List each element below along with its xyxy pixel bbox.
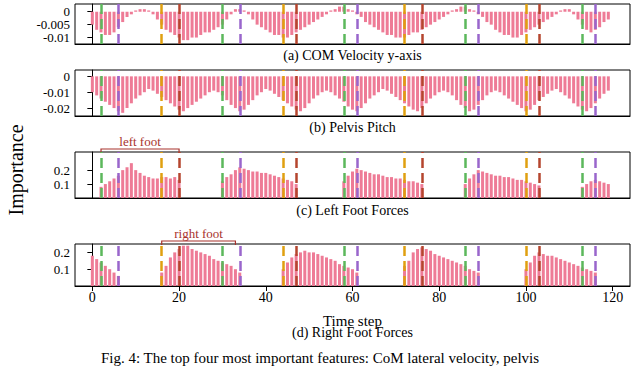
svg-text:Fig. 4: The top four most impo: Fig. 4: The top four most important feat…: [101, 350, 539, 366]
svg-text:Importance: Importance: [5, 124, 28, 215]
svg-text:-0.01: -0.01: [43, 85, 70, 100]
svg-text:0.2: 0.2: [54, 163, 70, 178]
svg-text:80: 80: [432, 290, 446, 305]
svg-text:0: 0: [64, 69, 71, 84]
svg-text:0: 0: [64, 4, 71, 19]
svg-text:(b) Pelvis Pitch: (b) Pelvis Pitch: [309, 120, 395, 136]
svg-text:-0.01: -0.01: [43, 30, 70, 45]
svg-text:0: 0: [89, 290, 96, 305]
svg-text:-0.005: -0.005: [36, 17, 70, 32]
svg-text:60: 60: [346, 290, 360, 305]
svg-text:(c) Left Foot Forces: (c) Left Foot Forces: [296, 203, 408, 219]
svg-text:40: 40: [259, 290, 273, 305]
svg-text:left foot: left foot: [119, 134, 161, 149]
svg-text:120: 120: [602, 290, 623, 305]
svg-text:0.1: 0.1: [54, 262, 70, 277]
svg-text:20: 20: [172, 290, 186, 305]
svg-text:Time step: Time step: [323, 313, 382, 329]
svg-text:right foot: right foot: [174, 226, 223, 241]
svg-text:0.2: 0.2: [54, 245, 70, 260]
svg-text:100: 100: [515, 290, 536, 305]
svg-text:(d) Right Foot Forces: (d) Right Foot Forces: [292, 324, 413, 340]
svg-text:(a) COM Velocity y-axis: (a) COM Velocity y-axis: [283, 48, 422, 64]
svg-text:0.1: 0.1: [54, 177, 70, 192]
svg-text:-0.02: -0.02: [43, 101, 70, 116]
